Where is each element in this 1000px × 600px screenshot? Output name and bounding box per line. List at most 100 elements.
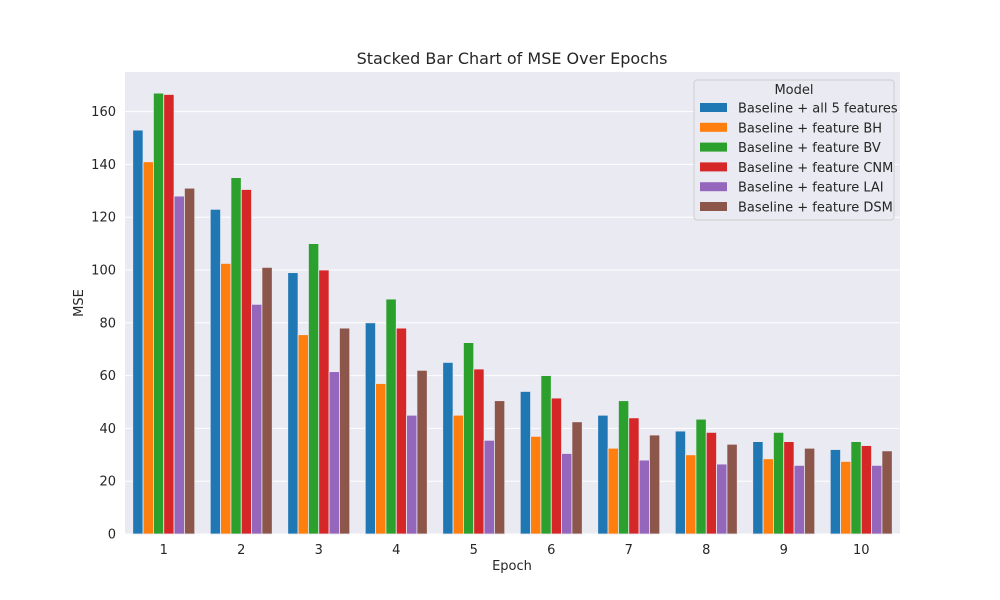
bar [261,266,273,535]
bar [649,434,661,535]
legend-swatch [700,182,727,192]
bar [240,189,252,535]
bar [416,369,428,535]
bar [375,383,387,535]
bar [783,441,795,535]
bar [519,391,531,535]
bar [752,441,764,535]
bar [530,435,542,535]
bar [850,441,862,535]
x-tick-label: 2 [237,543,245,558]
bar [773,431,785,535]
bar [364,322,376,535]
legend-swatch [700,142,727,152]
bar [406,414,418,535]
y-tick-label: 140 [91,158,116,173]
bar [308,243,320,535]
y-tick-label: 20 [99,475,116,490]
bar [597,414,609,535]
bar [871,464,883,535]
x-axis-label: Epoch [492,559,532,574]
legend-label: Baseline + feature LAI [738,181,884,196]
legend-swatch [700,202,727,211]
bar [685,454,697,535]
y-axis-ticks: 0 20 40 60 80 100 120 140 160 [91,105,116,542]
legend-label: Baseline + all 5 features [738,102,898,117]
bar [762,458,774,535]
legend-box [693,79,895,221]
x-tick-label: 10 [853,543,870,558]
y-tick-label: 100 [91,264,116,279]
bar [163,94,175,535]
x-tick-label: 1 [160,543,168,558]
y-tick-label: 120 [91,211,116,226]
bar [561,453,573,535]
y-tick-label: 80 [99,316,116,331]
bar [442,361,454,535]
x-tick-label: 5 [470,543,478,558]
bar [385,298,397,535]
legend-items: Baseline + all 5 features Baseline + feat… [700,102,898,216]
legend-label: Baseline + feature DSM [738,201,893,216]
legend: Model Baseline + all 5 featuresBaseline … [693,79,898,221]
legend-label: Baseline + feature BH [738,121,882,136]
bar [318,269,330,535]
bars-group [132,92,893,535]
bar [716,463,728,535]
bar [638,459,650,535]
x-axis-ticks: 1 2 3 4 5 6 7 8 9 10 [160,543,870,558]
bar [550,397,562,535]
bar [220,262,232,535]
bar [726,443,738,535]
bar [829,449,841,535]
y-axis-label: MSE [72,289,87,317]
bar [251,303,263,535]
bar [793,464,805,535]
bar [173,195,185,535]
legend-swatch [700,162,727,172]
bar [395,327,407,535]
bar [494,400,506,535]
bar [540,375,552,535]
bar [463,342,475,535]
bar [483,439,495,535]
bar [618,400,630,535]
bar [184,187,196,535]
x-tick-label: 7 [625,543,633,558]
bar [142,161,154,535]
y-tick-label: 40 [99,422,116,437]
bar [628,417,640,535]
y-tick-label: 0 [108,528,116,543]
bar [674,430,686,535]
x-tick-label: 9 [780,543,788,558]
bar [804,447,816,535]
bar [297,334,309,535]
y-tick-label: 60 [99,369,116,384]
bar [287,272,299,535]
y-tick-label: 160 [91,105,116,120]
legend-label: Baseline + feature BV [738,141,881,156]
bar [571,421,583,535]
bar [339,327,351,535]
bar [132,129,144,535]
x-tick-label: 8 [702,543,710,558]
bar [607,447,619,535]
bar [695,418,707,535]
bar [452,414,464,535]
chart-title: Stacked Bar Chart of MSE Over Epochs [357,49,668,68]
bar [705,431,717,535]
x-tick-label: 6 [547,543,555,558]
bar [840,460,852,535]
bar [473,368,485,535]
bar [328,371,340,535]
bar [153,92,165,535]
x-tick-label: 4 [392,543,400,558]
bar [881,450,893,535]
legend-label: Baseline + feature CNM [738,161,893,176]
legend-swatch [700,122,727,132]
x-tick-label: 3 [315,543,323,558]
bar [860,445,872,535]
bar [209,208,221,535]
